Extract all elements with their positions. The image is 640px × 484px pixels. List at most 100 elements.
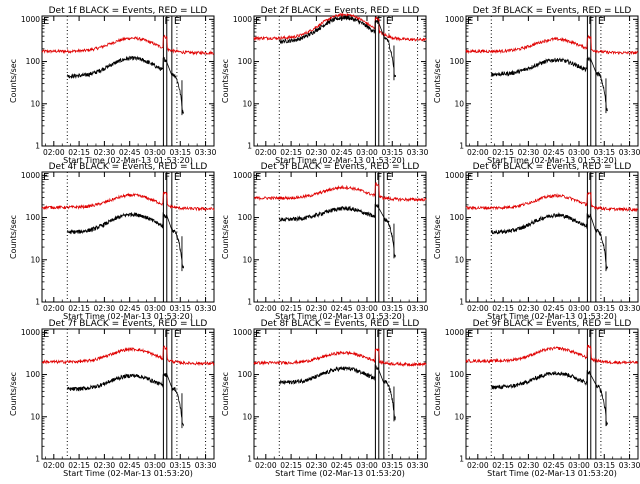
- plot-frame: [253, 328, 427, 460]
- series-lld-red: [253, 12, 427, 42]
- x-tick-label: 02:30: [306, 461, 328, 470]
- flag-F: F: [376, 16, 382, 27]
- flag-E: E: [174, 16, 180, 27]
- flag-E-left: E: [255, 172, 261, 183]
- y-axis-label: Counts/sec: [221, 372, 230, 416]
- y-tick-label: 1000: [445, 15, 464, 24]
- x-tick-label: 02:45: [119, 304, 141, 313]
- panel-title: Det 8f BLACK = Events, RED = LLD: [261, 319, 420, 329]
- y-tick-label: 1000: [233, 15, 252, 24]
- panel-det-2: Det 2f BLACK = Events, RED = LLD 1 10 100 10…: [221, 6, 429, 165]
- x-tick-label: 02:15: [68, 461, 90, 470]
- panel-title: Det 4f BLACK = Events, RED = LLD: [49, 162, 208, 172]
- panel-title: Det 5f BLACK = Events, RED = LLD: [261, 162, 420, 172]
- y-tick-label: 10: [242, 255, 252, 264]
- flag-F: F: [588, 16, 594, 27]
- x-tick-label: 02:00: [467, 148, 489, 157]
- x-tick-label: 03:15: [381, 148, 403, 157]
- x-tick-label: 03:30: [195, 461, 217, 470]
- x-tick-label: 03:15: [381, 304, 403, 313]
- x-tick-label: 02:00: [467, 461, 489, 470]
- series-events-black: [490, 369, 609, 426]
- flag-E-left: E: [43, 329, 49, 340]
- y-tick-label: 100: [26, 57, 41, 66]
- x-tick-label: 02:00: [255, 461, 277, 470]
- x-tick-label: 02:00: [255, 148, 277, 157]
- x-tick-label: 02:15: [68, 148, 90, 157]
- x-tick-label: 02:15: [68, 304, 90, 313]
- x-tick-label: 03:30: [619, 148, 640, 157]
- x-tick-label: 03:00: [144, 304, 166, 313]
- y-axis-label: Counts/sec: [9, 59, 18, 103]
- x-tick-label: 03:00: [568, 304, 590, 313]
- panel-title: Det 2f BLACK = Events, RED = LLD: [261, 6, 420, 16]
- x-tick-label: 03:15: [593, 304, 615, 313]
- x-tick-label: 03:15: [169, 461, 191, 470]
- flag-E: E: [386, 172, 392, 183]
- flag-E-left: E: [467, 329, 473, 340]
- y-tick-label: 1000: [21, 328, 40, 337]
- panel-title: Det 7f BLACK = Events, RED = LLD: [49, 319, 208, 329]
- y-tick-label: 100: [238, 213, 253, 222]
- x-tick-label: 02:45: [331, 461, 353, 470]
- flag-E-left: E: [255, 329, 261, 340]
- x-tick-label: 03:30: [619, 304, 640, 313]
- x-tick-label: 02:45: [119, 461, 141, 470]
- x-tick-label: 03:30: [407, 304, 429, 313]
- flag-F: F: [164, 16, 170, 27]
- y-axis-label: Counts/sec: [433, 372, 442, 416]
- y-tick-label: 1: [35, 298, 40, 307]
- panel-title: Det 6f BLACK = Events, RED = LLD: [473, 162, 632, 172]
- flag-F: F: [588, 329, 594, 340]
- panel-det-9: Det 9f BLACK = Events, RED = LLD 1 10 100 10…: [433, 319, 640, 478]
- series-lld-red: [41, 34, 215, 56]
- flag-E: E: [386, 329, 392, 340]
- y-tick-label: 100: [26, 213, 41, 222]
- x-tick-label: 03:00: [356, 304, 378, 313]
- x-tick-label: 02:00: [43, 461, 65, 470]
- y-tick-label: 10: [30, 412, 40, 421]
- y-tick-label: 100: [238, 57, 253, 66]
- y-tick-label: 10: [454, 412, 464, 421]
- x-tick-label: 03:00: [568, 148, 590, 157]
- flag-E: E: [598, 16, 604, 27]
- series-events-black: [67, 212, 185, 269]
- panel-det-1: Det 1f BLACK = Events, RED = LLD 1 10 100 10…: [9, 6, 217, 165]
- x-tick-label: 02:15: [280, 461, 302, 470]
- x-tick-label: 02:45: [543, 461, 565, 470]
- x-tick-label: 03:00: [144, 461, 166, 470]
- flag-E-left: E: [467, 16, 473, 27]
- x-tick-label: 02:30: [94, 148, 116, 157]
- x-tick-label: 03:15: [381, 461, 403, 470]
- flag-E: E: [598, 329, 604, 340]
- flag-E-left: E: [467, 172, 473, 183]
- flag-F: F: [164, 329, 170, 340]
- x-tick-label: 03:30: [195, 304, 217, 313]
- y-tick-label: 10: [242, 99, 252, 108]
- y-tick-label: 1000: [21, 171, 40, 180]
- flag-F: F: [376, 172, 382, 183]
- plot-frame: [41, 15, 215, 147]
- series-events-black: [66, 55, 185, 114]
- x-tick-label: 03:30: [195, 148, 217, 157]
- x-tick-label: 03:00: [356, 148, 378, 157]
- x-tick-label: 02:00: [467, 304, 489, 313]
- y-tick-label: 10: [242, 412, 252, 421]
- x-axis-label: Start Time (02-Mar-13 01:53:20): [63, 156, 193, 165]
- y-axis-label: Counts/sec: [9, 372, 18, 416]
- flag-E: E: [174, 172, 180, 183]
- flag-E: E: [598, 172, 604, 183]
- plot-frame: [253, 171, 427, 303]
- y-tick-label: 1000: [445, 171, 464, 180]
- x-axis-label: Start Time (02-Mar-13 01:53:20): [63, 312, 193, 321]
- x-tick-label: 02:30: [306, 304, 328, 313]
- x-tick-label: 02:15: [492, 148, 514, 157]
- x-tick-label: 03:15: [593, 148, 615, 157]
- series-events-black: [490, 56, 608, 112]
- x-axis-label: Start Time (02-Mar-13 01:53:20): [63, 469, 193, 478]
- x-tick-label: 02:30: [306, 148, 328, 157]
- y-tick-label: 1: [459, 142, 464, 151]
- x-tick-label: 03:15: [593, 461, 615, 470]
- y-axis-label: Counts/sec: [433, 215, 442, 259]
